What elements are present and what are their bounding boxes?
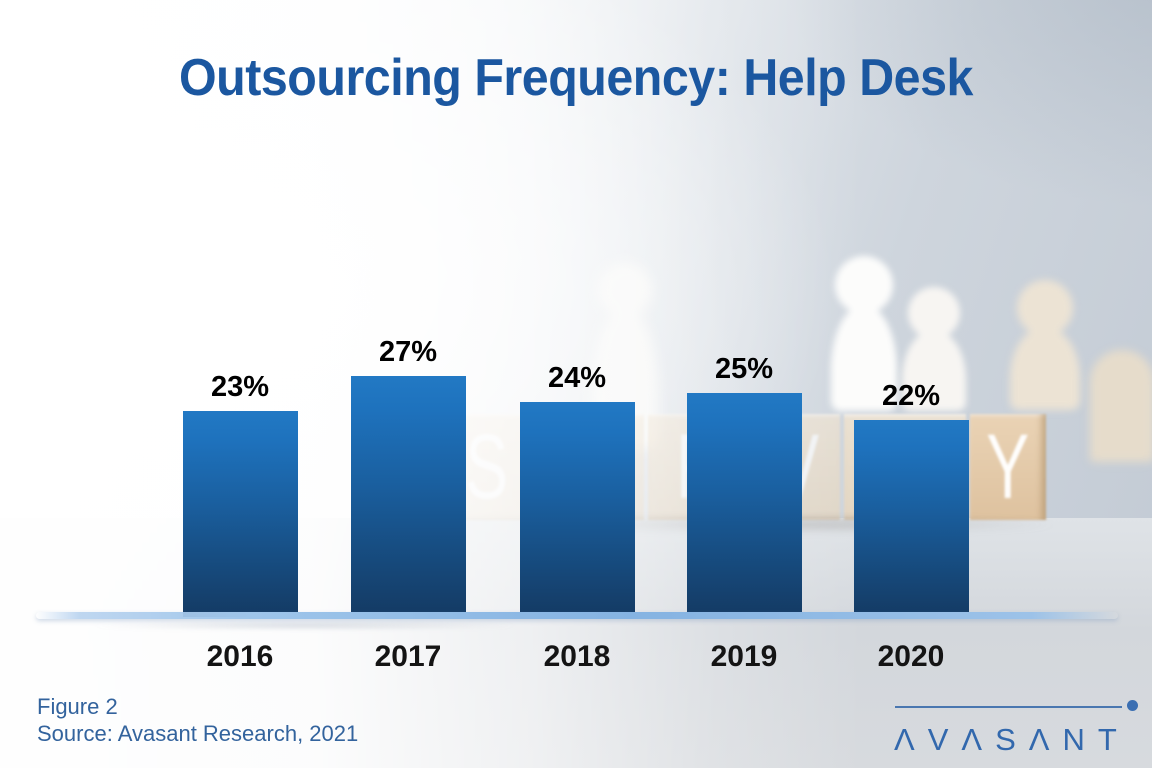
x-tick-2017: 2017	[374, 640, 442, 673]
bar-value-label-2020: 22%	[881, 380, 941, 412]
x-tick-2020: 2020	[877, 640, 945, 673]
x-axis-line	[36, 612, 1118, 619]
bar-2017	[350, 376, 466, 617]
avasant-logo-dot	[1127, 700, 1138, 711]
bar-value-label-2016: 23%	[210, 371, 270, 403]
x-tick-2019: 2019	[710, 640, 778, 673]
bar-2019	[686, 393, 802, 617]
axis-line-shadow	[90, 621, 520, 630]
avasant-logo-line	[895, 706, 1122, 708]
x-tick-2016: 2016	[206, 640, 274, 673]
avasant-logo-wordmark: ΛVΛSΛNT	[894, 722, 1130, 757]
bar-value-label-2017: 27%	[378, 336, 438, 368]
bar-value-label-2019: 25%	[714, 353, 774, 385]
figure-number: Figure 2	[37, 694, 118, 719]
bar-value-label-2018: 24%	[547, 362, 607, 394]
bar-2018	[519, 402, 635, 617]
bar-2020	[853, 420, 969, 617]
x-tick-2018: 2018	[543, 640, 611, 673]
source-caption: Source: Avasant Research, 2021	[37, 721, 359, 746]
chart-title: Outsourcing Frequency: Help Desk	[179, 49, 973, 107]
bar-2016	[182, 411, 298, 617]
